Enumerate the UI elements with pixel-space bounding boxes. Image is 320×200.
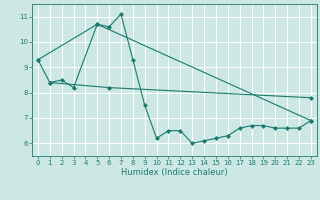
X-axis label: Humidex (Indice chaleur): Humidex (Indice chaleur) — [121, 168, 228, 177]
